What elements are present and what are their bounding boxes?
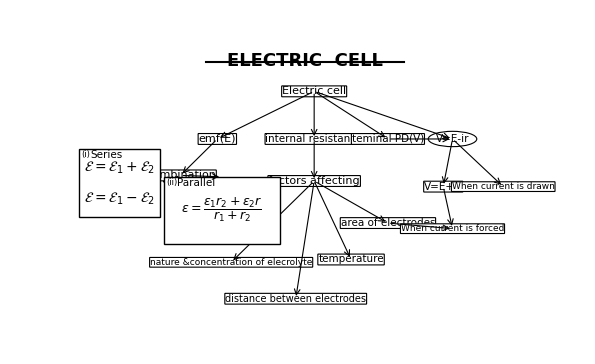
Text: When current is drawn: When current is drawn (452, 182, 555, 191)
Text: V=E+Ir: V=E+Ir (424, 182, 462, 191)
Text: V=E-ir: V=E-ir (436, 134, 469, 144)
Text: (i): (i) (82, 150, 90, 159)
Text: Series: Series (90, 150, 123, 160)
Text: $\varepsilon = \dfrac{\varepsilon_1 r_2 + \varepsilon_2 r}{r_1 + r_2}$: $\varepsilon = \dfrac{\varepsilon_1 r_2 … (181, 197, 263, 225)
Text: Electric cell: Electric cell (282, 86, 346, 96)
Text: $\mathcal{E} = \mathcal{E}_1 - \mathcal{E}_2$: $\mathcal{E} = \mathcal{E}_1 - \mathcal{… (84, 190, 155, 207)
FancyBboxPatch shape (164, 177, 280, 244)
Text: distance between electrodes: distance between electrodes (226, 294, 366, 304)
Text: (ii): (ii) (167, 178, 178, 187)
Text: internal resistance: internal resistance (265, 134, 363, 144)
Text: Combination: Combination (145, 170, 216, 181)
Text: emf(E): emf(E) (199, 134, 236, 144)
Text: nature &concentration of elecrolyte: nature &concentration of elecrolyte (150, 258, 312, 267)
Text: ELECTRIC  CELL: ELECTRIC CELL (227, 52, 383, 70)
FancyBboxPatch shape (79, 149, 159, 217)
Text: temperature: temperature (318, 254, 384, 265)
Text: Parallel: Parallel (177, 178, 215, 188)
Text: When current is forced: When current is forced (401, 224, 504, 233)
Text: area of electrodes: area of electrodes (341, 218, 435, 228)
Text: factors affecting: factors affecting (268, 176, 360, 186)
Text: $\mathcal{E} = \mathcal{E}_1 + \mathcal{E}_2$: $\mathcal{E} = \mathcal{E}_1 + \mathcal{… (84, 159, 155, 176)
Text: teminal PD(V): teminal PD(V) (352, 134, 424, 144)
